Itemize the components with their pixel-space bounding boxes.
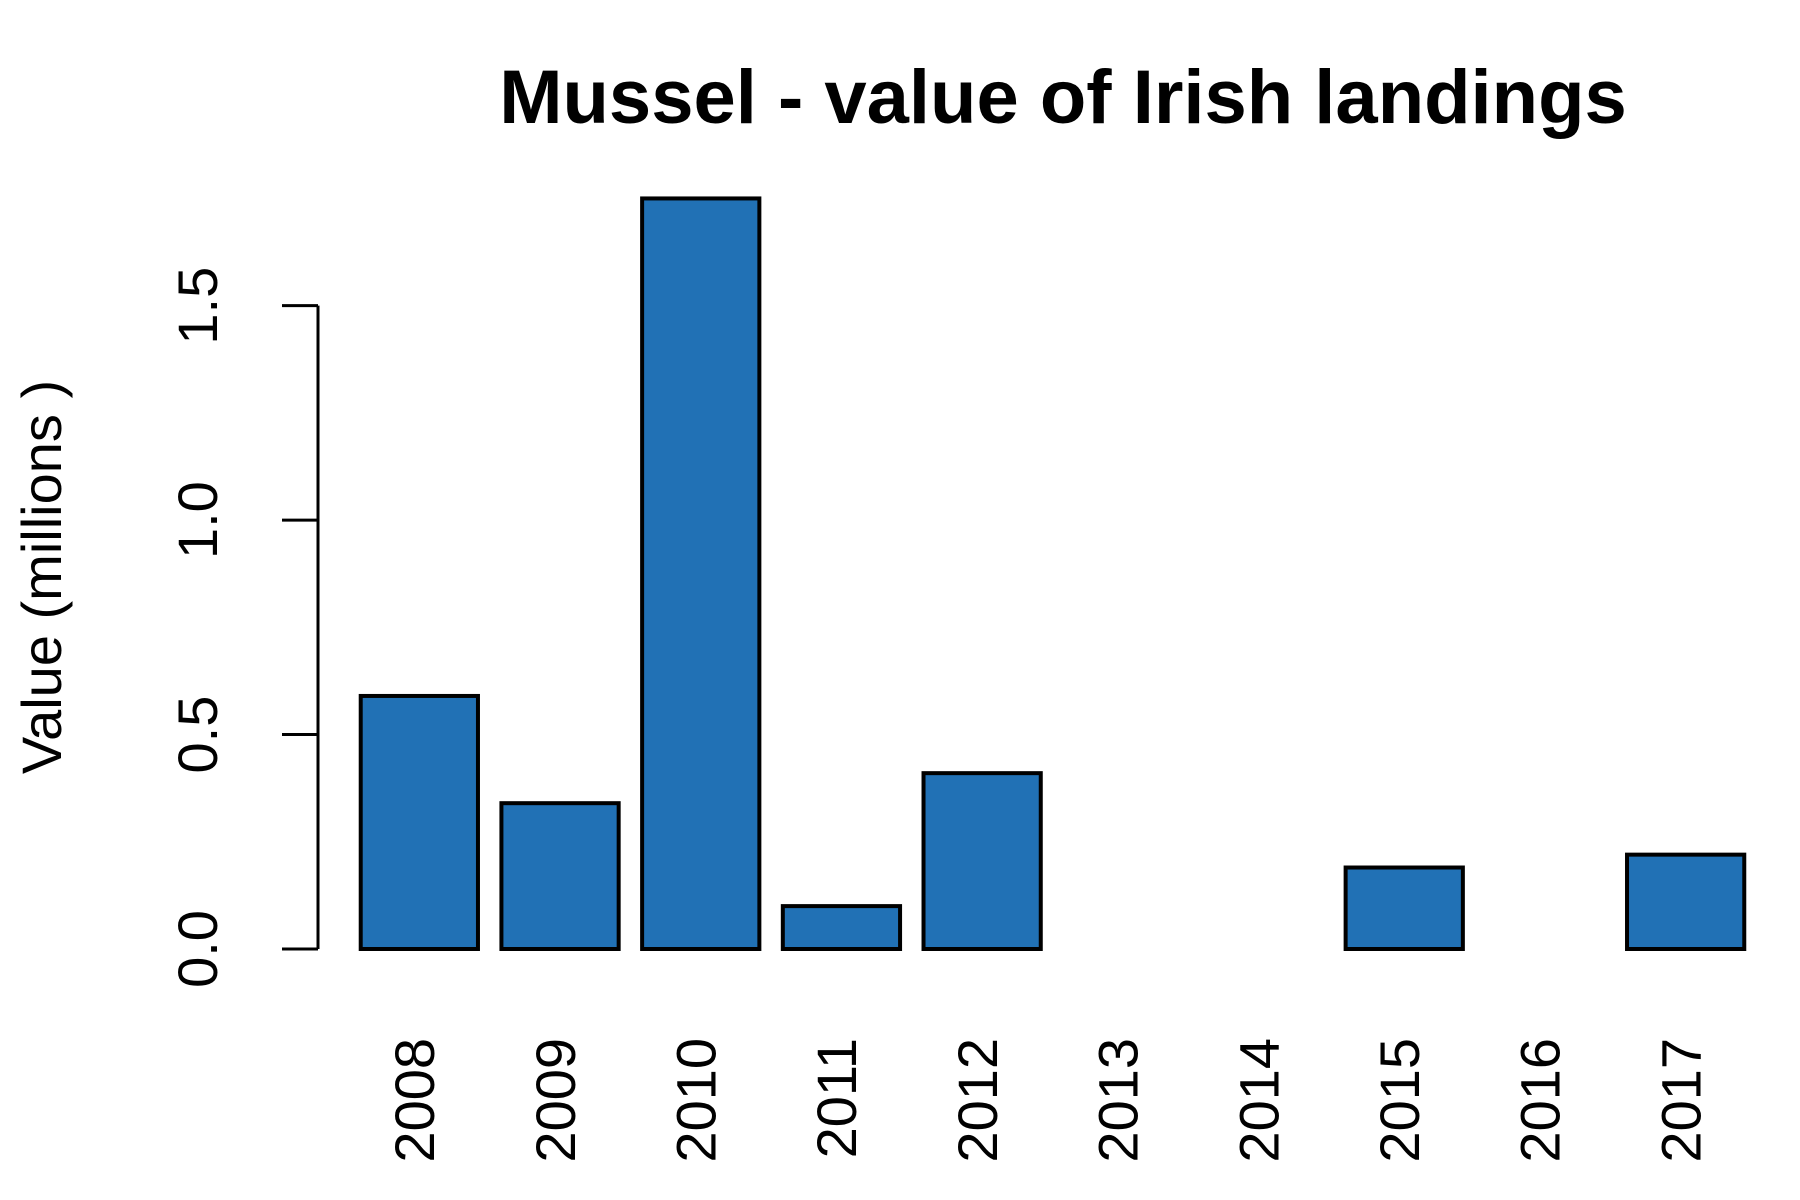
bar — [358, 693, 480, 952]
x-tick-label: 2014 — [1227, 1038, 1290, 1163]
x-tick-label: 2009 — [524, 1038, 587, 1163]
x-tick-label: 2012 — [946, 1038, 1009, 1163]
bar — [640, 196, 762, 951]
bar — [1625, 852, 1747, 952]
bar — [780, 904, 903, 951]
y-tick-label: 0.5 — [166, 696, 229, 774]
x-tick-label: 2011 — [805, 1038, 868, 1158]
bar — [1343, 865, 1465, 951]
x-tick-label: 2015 — [1368, 1038, 1431, 1163]
x-tick-label: 2017 — [1649, 1038, 1712, 1163]
bar — [499, 801, 621, 952]
chart-title: Mussel - value of Irish landings — [499, 55, 1627, 140]
y-tick-label: 0.0 — [166, 910, 229, 988]
y-axis-label: Value (millions ) — [10, 380, 73, 774]
y-tick-label: 1.5 — [166, 267, 229, 345]
x-tick-label: 2008 — [383, 1038, 446, 1163]
bar — [921, 771, 1043, 952]
x-tick-label: 2010 — [665, 1038, 728, 1163]
x-tick-label: 2013 — [1087, 1038, 1150, 1163]
y-tick-label: 1.0 — [166, 481, 229, 559]
x-tick-label: 2016 — [1509, 1038, 1572, 1163]
